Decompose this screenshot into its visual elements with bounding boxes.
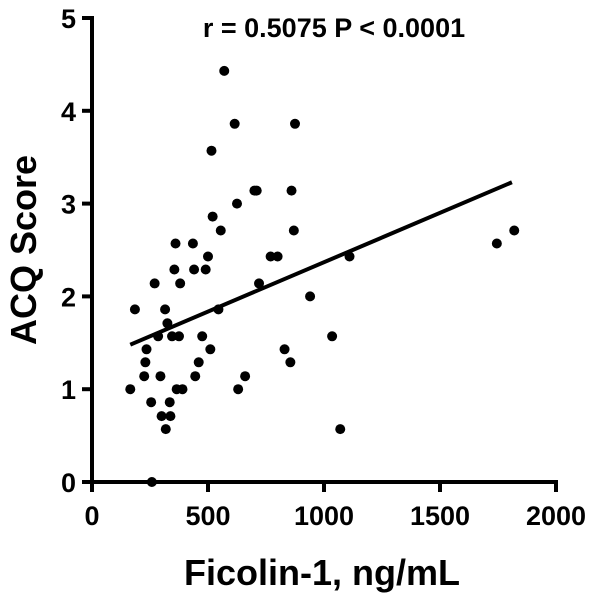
data-point bbox=[170, 238, 181, 249]
data-point bbox=[286, 185, 297, 196]
data-point bbox=[335, 424, 346, 435]
data-point bbox=[251, 185, 262, 196]
data-point bbox=[164, 397, 175, 408]
y-axis-title: ACQ Score bbox=[3, 155, 44, 345]
data-point bbox=[206, 145, 217, 156]
x-tick-label: 500 bbox=[185, 501, 230, 531]
data-point bbox=[215, 225, 226, 236]
data-point bbox=[305, 291, 316, 302]
data-point bbox=[509, 225, 520, 236]
data-point bbox=[139, 371, 150, 382]
data-point bbox=[167, 331, 178, 342]
y-tick-label: 2 bbox=[61, 282, 76, 312]
data-point bbox=[213, 304, 224, 315]
data-point bbox=[160, 424, 171, 435]
data-point bbox=[491, 238, 502, 249]
y-tick-label: 1 bbox=[61, 375, 76, 405]
data-point bbox=[146, 477, 157, 487]
y-tick-label: 5 bbox=[61, 4, 76, 34]
data-point bbox=[153, 331, 164, 342]
x-tick-label: 0 bbox=[84, 501, 99, 531]
data-point bbox=[156, 411, 167, 422]
data-point bbox=[240, 371, 251, 382]
data-point bbox=[265, 251, 276, 262]
data-point bbox=[146, 397, 157, 408]
data-point bbox=[272, 251, 283, 262]
data-point bbox=[175, 278, 186, 289]
data-point bbox=[232, 198, 242, 209]
correlation-annotation: r = 0.5075 P < 0.0001 bbox=[203, 13, 465, 43]
data-point bbox=[327, 331, 338, 342]
y-tick-label: 4 bbox=[61, 97, 76, 127]
data-point bbox=[129, 304, 140, 315]
data-point bbox=[229, 118, 240, 129]
data-point bbox=[285, 357, 296, 368]
regression-line-group bbox=[129, 180, 513, 347]
data-point bbox=[174, 331, 184, 342]
data-point bbox=[155, 371, 166, 382]
data-point bbox=[125, 384, 136, 395]
data-point bbox=[169, 264, 180, 275]
data-point bbox=[193, 357, 204, 368]
data-point bbox=[141, 344, 152, 355]
data-point bbox=[288, 225, 299, 236]
data-point bbox=[197, 331, 208, 342]
data-point bbox=[290, 118, 300, 129]
regression-line bbox=[129, 180, 513, 347]
data-point bbox=[279, 344, 290, 355]
x-tick-label: 1000 bbox=[294, 501, 354, 531]
y-tick-label: 3 bbox=[61, 190, 76, 220]
annotation-group: r = 0.5075 P < 0.0001 bbox=[203, 13, 465, 43]
data-point bbox=[233, 384, 244, 395]
data-point bbox=[207, 211, 218, 222]
data-point bbox=[160, 304, 171, 315]
data-point bbox=[162, 318, 173, 329]
data-points bbox=[125, 65, 520, 487]
data-point bbox=[189, 264, 200, 275]
data-point bbox=[219, 65, 230, 76]
data-point bbox=[190, 371, 201, 382]
y-tick-label: 0 bbox=[61, 468, 76, 498]
data-point bbox=[254, 278, 265, 289]
x-tick-label: 1500 bbox=[410, 501, 470, 531]
data-point bbox=[203, 251, 213, 262]
data-point bbox=[187, 238, 198, 249]
data-point bbox=[165, 411, 176, 422]
x-ticks: 0 500 1000 1500 2000 bbox=[84, 482, 586, 531]
data-point bbox=[149, 278, 160, 289]
data-point bbox=[200, 264, 211, 275]
y-ticks: 0 1 2 3 4 5 bbox=[61, 4, 92, 498]
data-point bbox=[140, 357, 151, 368]
data-point bbox=[205, 344, 216, 355]
data-point bbox=[177, 384, 188, 395]
x-axis-title: Ficolin-1, ng/mL bbox=[184, 552, 460, 593]
x-tick-label: 2000 bbox=[526, 501, 586, 531]
data-point bbox=[344, 251, 355, 262]
